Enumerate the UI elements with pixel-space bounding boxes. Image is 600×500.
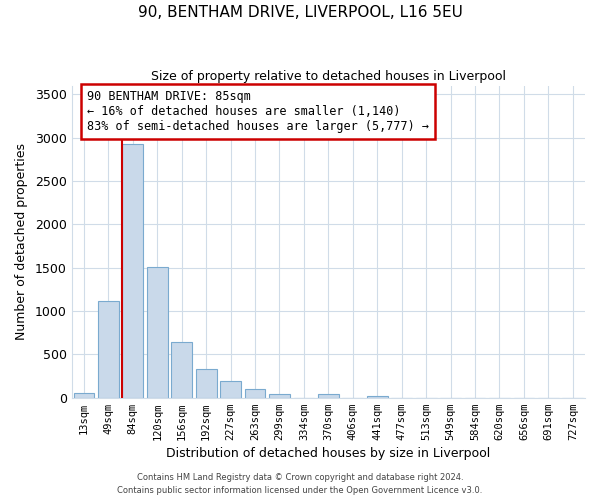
Y-axis label: Number of detached properties: Number of detached properties — [15, 143, 28, 340]
Bar — [74, 394, 94, 398]
Bar — [269, 394, 290, 398]
Text: 90, BENTHAM DRIVE, LIVERPOOL, L16 5EU: 90, BENTHAM DRIVE, LIVERPOOL, L16 5EU — [137, 5, 463, 20]
Text: Contains HM Land Registry data © Crown copyright and database right 2024.
Contai: Contains HM Land Registry data © Crown c… — [118, 474, 482, 495]
Bar — [171, 342, 192, 398]
X-axis label: Distribution of detached houses by size in Liverpool: Distribution of detached houses by size … — [166, 447, 490, 460]
Text: 90 BENTHAM DRIVE: 85sqm
← 16% of detached houses are smaller (1,140)
83% of semi: 90 BENTHAM DRIVE: 85sqm ← 16% of detache… — [87, 90, 429, 133]
Bar — [318, 394, 339, 398]
Bar — [196, 369, 217, 398]
Bar — [245, 389, 265, 398]
Bar — [220, 381, 241, 398]
Bar — [367, 396, 388, 398]
Bar — [122, 144, 143, 398]
Bar — [98, 302, 119, 398]
Bar — [147, 267, 167, 398]
Title: Size of property relative to detached houses in Liverpool: Size of property relative to detached ho… — [151, 70, 506, 83]
